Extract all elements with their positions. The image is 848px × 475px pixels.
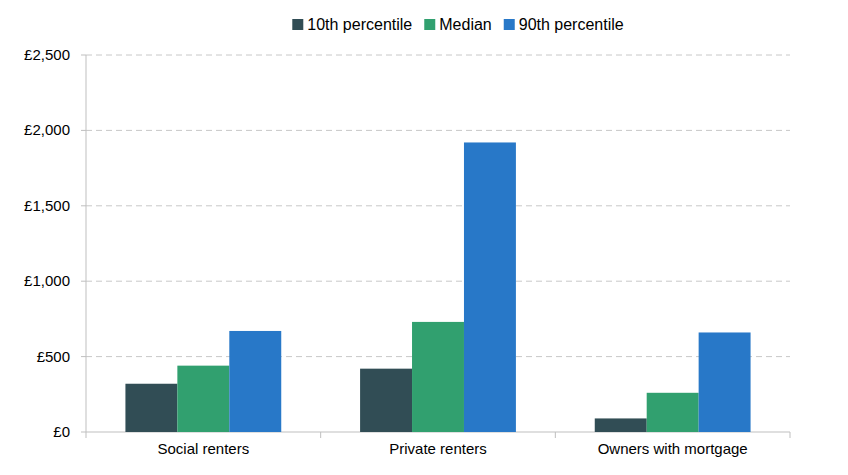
category-label: Private renters: [389, 440, 487, 457]
category-separator: [790, 432, 791, 438]
category-separator: [555, 432, 556, 438]
legend-label: 10th percentile: [307, 16, 412, 33]
legend-label: 90th percentile: [519, 16, 624, 33]
bar: [360, 369, 412, 432]
y-axis: [86, 55, 87, 432]
tick-mark: [81, 356, 86, 357]
tick-mark: [81, 55, 86, 56]
tick-mark: [81, 205, 86, 206]
tick-label: £2,500: [24, 46, 70, 63]
bar: [464, 142, 516, 432]
bar: [229, 331, 281, 432]
tick-mark: [81, 432, 86, 433]
tick-label: £1,000: [24, 272, 70, 289]
legend-label: Median: [439, 16, 491, 33]
chart: £0 £500 £1,000 £1,500 £2,000 £2,500 Social ren…: [0, 0, 848, 475]
category-separator: [86, 432, 87, 438]
grid-line: [86, 55, 790, 56]
bar: [595, 418, 647, 432]
bar: [699, 332, 751, 432]
tick-label: £500: [37, 348, 70, 365]
grid-line: [86, 205, 790, 206]
tick-label: £0: [53, 423, 70, 440]
legend-swatch: [504, 19, 515, 30]
legend: 10th percentile Median 90th percentile: [292, 16, 624, 33]
tick-mark: [81, 130, 86, 131]
category-label: Social renters: [157, 440, 249, 457]
bar: [647, 393, 699, 432]
bars: [125, 142, 750, 432]
bar: [412, 322, 464, 432]
legend-swatch: [424, 19, 435, 30]
category-separator: [320, 432, 321, 438]
grid-line: [86, 281, 790, 282]
tick-mark: [81, 281, 86, 282]
category-label: Owners with mortgage: [598, 440, 748, 457]
bar: [125, 384, 177, 432]
tick-label: £1,500: [24, 197, 70, 214]
legend-swatch: [292, 19, 303, 30]
tick-label: £2,000: [24, 121, 70, 138]
bar: [177, 366, 229, 432]
grid-line: [86, 130, 790, 131]
